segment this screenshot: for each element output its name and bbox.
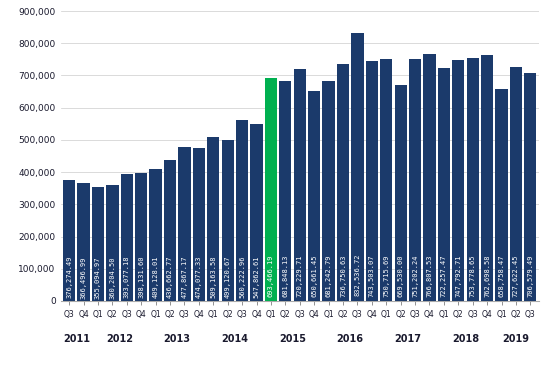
Text: 477,867.17: 477,867.17	[182, 255, 188, 298]
Bar	[380, 59, 392, 301]
Text: 832,536.72: 832,536.72	[354, 254, 360, 296]
Text: 509,163.58: 509,163.58	[210, 255, 216, 298]
Bar	[322, 81, 335, 301]
Bar	[294, 69, 306, 301]
Bar	[452, 60, 464, 301]
Text: 355,094.97: 355,094.97	[95, 256, 101, 299]
Bar	[92, 186, 104, 301]
Text: 376,274.49: 376,274.49	[66, 256, 72, 298]
Text: 393,077.18: 393,077.18	[124, 256, 130, 298]
Text: 398,131.60: 398,131.60	[138, 256, 144, 298]
Bar	[481, 55, 493, 301]
Bar	[250, 124, 263, 301]
Bar	[510, 66, 522, 301]
Bar	[135, 173, 147, 301]
Bar	[207, 137, 219, 301]
Bar	[394, 85, 407, 301]
Bar	[164, 160, 176, 301]
Text: 409,128.01: 409,128.01	[152, 256, 158, 298]
Bar	[424, 54, 436, 301]
Text: 753,778.65: 753,778.65	[470, 254, 476, 297]
Bar	[409, 59, 421, 301]
Text: 560,222.96: 560,222.96	[239, 255, 245, 298]
Bar	[120, 174, 133, 301]
Bar	[438, 68, 450, 301]
Text: 762,698.58: 762,698.58	[484, 254, 490, 297]
Bar	[265, 77, 277, 301]
Text: 766,807.53: 766,807.53	[426, 254, 432, 297]
Text: 720,229.71: 720,229.71	[297, 254, 302, 297]
Text: 669,530.00: 669,530.00	[398, 255, 404, 297]
Bar	[351, 33, 364, 301]
Bar	[524, 73, 536, 301]
Bar	[366, 61, 378, 301]
Text: 706,579.49: 706,579.49	[527, 254, 533, 297]
Text: 360,204.50: 360,204.50	[109, 256, 116, 299]
Text: 750,715.69: 750,715.69	[383, 254, 389, 297]
Bar	[150, 169, 162, 301]
Text: 681,848.13: 681,848.13	[282, 254, 288, 297]
Text: 650,661.45: 650,661.45	[311, 255, 317, 297]
Text: 547,862.61: 547,862.61	[254, 255, 260, 298]
Bar	[337, 63, 349, 301]
Text: 747,792.71: 747,792.71	[455, 254, 461, 297]
Bar	[63, 180, 75, 301]
Text: 499,120.67: 499,120.67	[225, 255, 230, 298]
Bar	[466, 58, 479, 301]
Text: 366,496.99: 366,496.99	[80, 256, 86, 298]
Bar	[106, 185, 118, 301]
Bar	[178, 147, 190, 301]
Bar	[279, 81, 292, 301]
Bar	[236, 120, 248, 301]
Bar	[496, 89, 508, 301]
Text: 751,202.24: 751,202.24	[412, 254, 418, 297]
Text: 658,758.47: 658,758.47	[498, 255, 504, 297]
Bar	[78, 183, 90, 301]
Text: 727,622.45: 727,622.45	[513, 254, 519, 297]
Bar	[192, 148, 205, 301]
Bar	[308, 91, 320, 301]
Text: 693,466.19: 693,466.19	[268, 254, 274, 297]
Text: 436,662.77: 436,662.77	[167, 256, 173, 298]
Text: 681,242.79: 681,242.79	[326, 254, 332, 297]
Text: 722,257.47: 722,257.47	[441, 254, 447, 297]
Text: 736,750.63: 736,750.63	[340, 254, 346, 297]
Text: 743,503.07: 743,503.07	[369, 254, 375, 297]
Bar	[222, 140, 234, 301]
Text: 474,077.33: 474,077.33	[196, 255, 202, 298]
